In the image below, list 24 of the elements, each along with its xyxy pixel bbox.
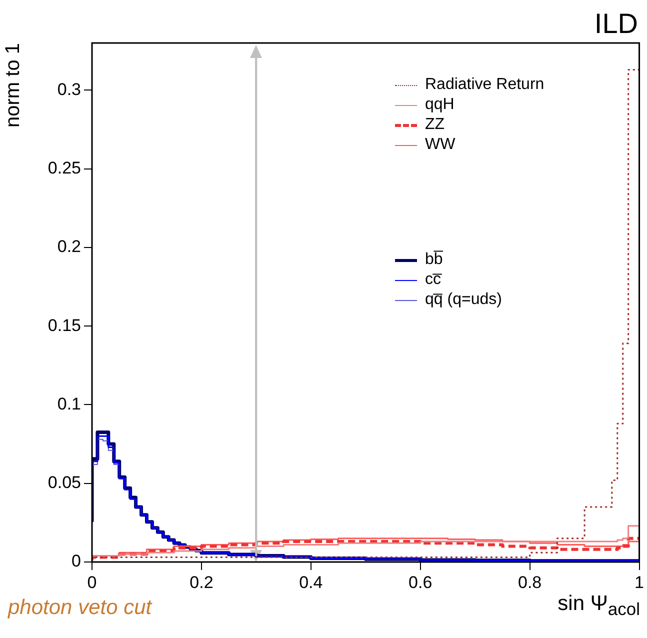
- legend-label: qq̅ (q=uds): [425, 291, 502, 309]
- x-axis-title: sin Ψ$_{acol}$: [558, 592, 640, 620]
- y-tick-label: 0.05: [48, 473, 81, 492]
- legend-label: bb̅: [425, 251, 443, 269]
- x-tick-label: 0: [87, 572, 97, 592]
- y-tick-label: 0.3: [57, 80, 81, 99]
- x-tick-label: 0.2: [190, 572, 214, 592]
- x-tick-label: 0.4: [299, 572, 323, 592]
- y-tick-label: 0.25: [48, 158, 81, 178]
- x-tick-label: 0.8: [518, 572, 542, 592]
- x-tick-label: 1: [634, 572, 644, 592]
- text: photon veto cut: [8, 596, 152, 620]
- legend-label: qqH: [425, 96, 454, 114]
- y-tick-label: 0: [72, 552, 81, 571]
- y-tick-label: 0.15: [48, 316, 81, 335]
- y-tick-label: 0.1: [57, 394, 81, 414]
- x-tick-label: 0.6: [408, 572, 432, 592]
- legend-label: Radiative Return: [425, 76, 544, 94]
- legend-label: WW: [425, 136, 456, 154]
- chart-title: ILD: [594, 8, 638, 40]
- legend-label: ZZ: [425, 116, 445, 134]
- y-axis-title: norm to 1: [2, 43, 25, 128]
- legend-label: cc̅: [425, 271, 441, 289]
- y-tick-label: 0.2: [57, 237, 81, 256]
